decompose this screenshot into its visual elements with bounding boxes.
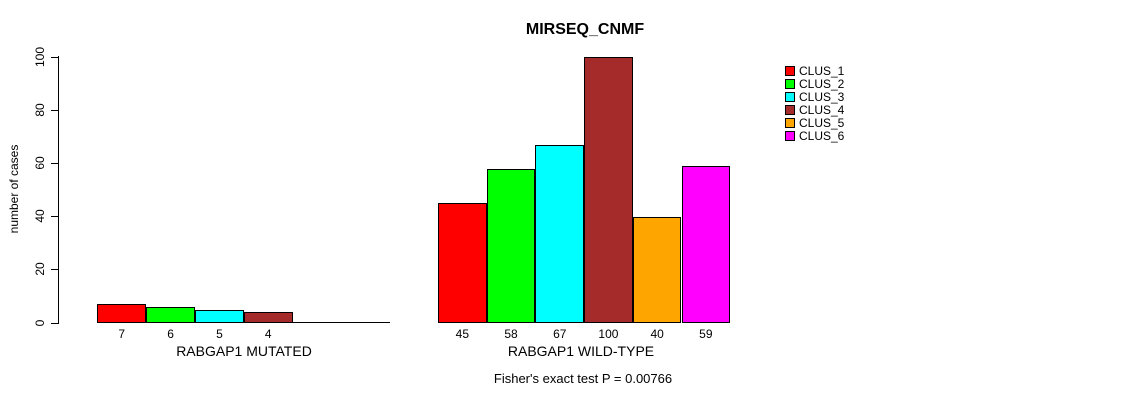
zero-bar-CLUS_6 xyxy=(341,322,391,323)
legend-swatch-CLUS_6 xyxy=(785,131,795,141)
bar-CLUS_4 xyxy=(584,57,633,323)
bar-value-label: 58 xyxy=(504,327,518,341)
legend-swatch-CLUS_2 xyxy=(785,79,795,89)
x-axis-label-wildtype: RABGAP1 WILD-TYPE xyxy=(507,343,655,359)
bar-value-label: 59 xyxy=(699,327,713,341)
y-tick-mark xyxy=(51,56,59,58)
bar-value-label: 6 xyxy=(167,327,174,341)
y-tick-label-text: 100 xyxy=(33,46,47,67)
bar-value-label: 67 xyxy=(553,327,567,341)
bar-value-label: 45 xyxy=(455,327,470,341)
bar-CLUS_1 xyxy=(438,203,487,323)
bar-CLUS_1 xyxy=(97,304,147,323)
y-axis-line xyxy=(58,56,59,323)
bar-value-label: 5 xyxy=(216,327,223,341)
bar-value-label: 40 xyxy=(650,327,664,341)
legend-label-CLUS_3: CLUS_3 xyxy=(799,90,845,104)
y-tick-mark xyxy=(51,269,59,271)
y-tick-label-text: 40 xyxy=(33,209,47,223)
bar-CLUS_3 xyxy=(195,309,244,323)
y-axis-title-text: number of cases xyxy=(7,144,21,234)
x-axis-label-mutated: RABGAP1 MUTATED xyxy=(176,343,312,359)
bar-value-label: 7 xyxy=(118,327,126,341)
legend-label-CLUS_1: CLUS_1 xyxy=(799,64,845,78)
bar-value-label: 100 xyxy=(598,327,619,341)
bar-CLUS_4 xyxy=(243,312,293,323)
legend-label-CLUS_5: CLUS_5 xyxy=(799,116,845,130)
legend-label-CLUS_6: CLUS_6 xyxy=(799,129,845,143)
bar-CLUS_2 xyxy=(486,168,536,323)
legend-swatch-CLUS_1 xyxy=(785,66,795,76)
y-tick-label-text: 0 xyxy=(33,319,47,326)
bar-CLUS_5 xyxy=(632,216,682,323)
legend-swatch-CLUS_4 xyxy=(785,105,795,115)
chart-title: MIRSEQ_CNMF xyxy=(525,21,645,38)
y-tick-label-text: 60 xyxy=(33,156,47,170)
legend-label-CLUS_2: CLUS_2 xyxy=(799,77,845,91)
bar-CLUS_3 xyxy=(535,144,585,323)
y-tick-label-text: 80 xyxy=(33,103,47,117)
legend-swatch-CLUS_3 xyxy=(785,92,795,102)
y-tick-mark xyxy=(51,109,59,111)
bar-value-label: 4 xyxy=(264,327,272,341)
y-tick-mark xyxy=(51,322,59,324)
legend-label-CLUS_4: CLUS_4 xyxy=(799,103,845,117)
legend-swatch-CLUS_5 xyxy=(785,118,795,128)
zero-bar-CLUS_5 xyxy=(292,322,342,323)
y-tick-mark xyxy=(51,162,59,164)
y-tick-label-text: 20 xyxy=(33,262,47,276)
bar-CLUS_6 xyxy=(681,166,731,323)
bar-CLUS_2 xyxy=(146,307,195,323)
fisher-test-annotation: Fisher's exact test P = 0.00766 xyxy=(493,371,673,386)
y-tick-mark xyxy=(51,216,59,218)
